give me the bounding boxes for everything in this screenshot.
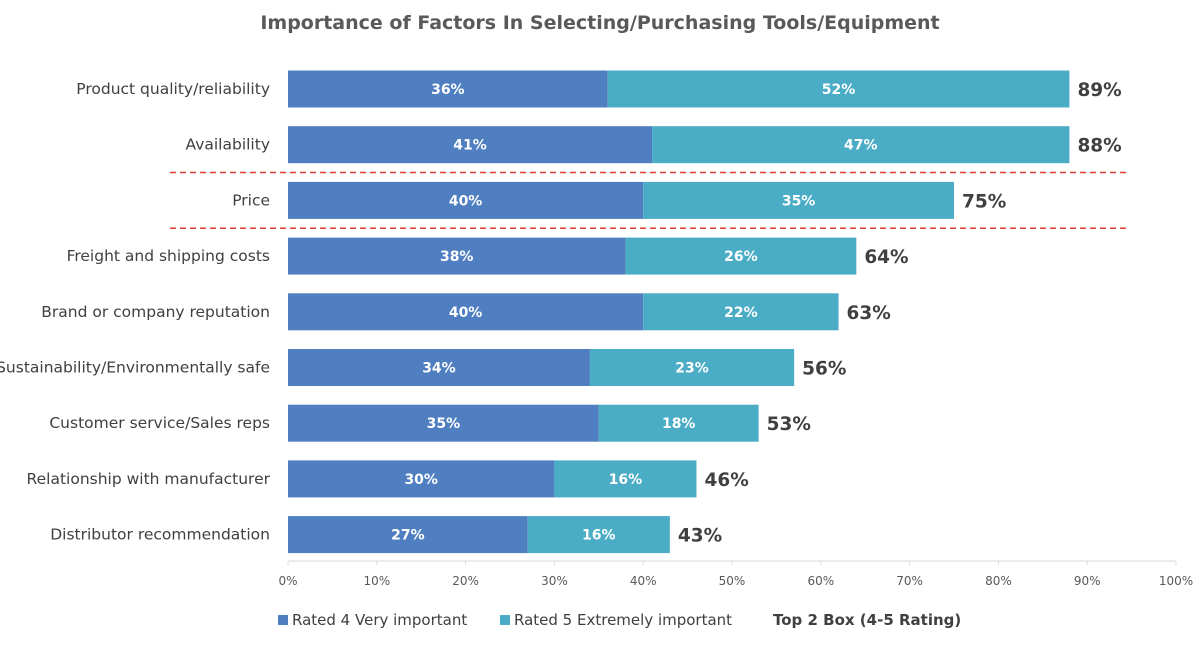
segment-value-label: 23%: [675, 361, 709, 377]
bar-segment: [607, 70, 1070, 108]
legend: Rated 4 Very important Rated 5 Extremely …: [278, 611, 961, 629]
bar-segment: [652, 126, 1070, 164]
segment-value-label: 35%: [427, 416, 461, 432]
segment-value-label: 22%: [724, 305, 758, 321]
x-tick-label: 70%: [896, 574, 923, 588]
total-value-label: 56%: [802, 359, 846, 380]
category-label: Customer service/Sales reps: [49, 414, 270, 432]
bar-segment: [554, 460, 697, 498]
category-label: Relationship with manufacturer: [27, 470, 271, 488]
total-value-label: 88%: [1077, 136, 1121, 157]
category-label: Sustainability/Environmentally safe: [0, 359, 270, 377]
legend-swatch: [278, 615, 288, 625]
segment-value-label: 41%: [453, 138, 487, 154]
segment-value-label: 26%: [724, 249, 758, 265]
total-value-label: 89%: [1077, 80, 1121, 101]
segment-value-label: 35%: [782, 193, 816, 209]
segment-value-label: 52%: [822, 82, 856, 98]
bar-segment: [288, 349, 590, 386]
chart-title: Importance of Factors In Selecting/Purch…: [260, 12, 940, 34]
bar-segment: [527, 516, 670, 554]
x-tick-label: 10%: [363, 574, 390, 588]
bar-segment: [589, 349, 795, 386]
bar-segment: [288, 404, 599, 442]
segment-value-label: 16%: [609, 472, 643, 488]
segment-value-label: 40%: [449, 193, 483, 209]
x-tick-label: 50%: [719, 574, 746, 588]
bar-segment: [625, 237, 857, 275]
bar-segment: [643, 293, 839, 331]
category-label: Price: [232, 191, 270, 209]
segment-value-label: 27%: [391, 528, 425, 544]
segment-value-label: 36%: [431, 82, 465, 98]
segment-value-label: 40%: [449, 305, 483, 321]
bar-segment: [288, 516, 528, 554]
bar-segment: [288, 126, 653, 164]
segment-value-label: 38%: [440, 249, 474, 265]
category-label: Product quality/reliability: [76, 80, 270, 98]
x-tick-label: 30%: [541, 574, 568, 588]
segment-value-label: 34%: [422, 361, 456, 377]
total-value-label: 46%: [704, 470, 748, 491]
bar-segment: [598, 404, 759, 442]
total-value-label: 75%: [962, 191, 1006, 212]
category-label: Distributor recommendation: [50, 526, 270, 544]
category-label: Availability: [186, 136, 271, 154]
bar-segment: [288, 237, 626, 275]
legend-label: Rated 5 Extremely important: [514, 611, 732, 629]
total-value-label: 64%: [864, 247, 908, 268]
total-value-label: 43%: [678, 526, 722, 547]
x-tick-label: 100%: [1159, 574, 1193, 588]
x-tick-label: 20%: [452, 574, 479, 588]
category-label: Brand or company reputation: [41, 303, 270, 321]
x-tick-label: 40%: [630, 574, 657, 588]
segment-value-label: 16%: [582, 528, 616, 544]
category-label: Freight and shipping costs: [67, 247, 270, 265]
x-axis: 0% 10% 20% 30% 40% 50% 60% 70% 80% 90% 100%: [278, 560, 1193, 588]
x-tick-label: 0%: [278, 574, 297, 588]
legend-label: Rated 4 Very important: [292, 611, 467, 629]
segment-value-label: 30%: [404, 472, 438, 488]
segment-value-label: 18%: [662, 416, 696, 432]
bars-layer: Product quality/reliability 36% 52% 89% Avai…: [0, 70, 1128, 554]
x-tick-label: 90%: [1074, 574, 1101, 588]
segment-value-label: 47%: [844, 138, 878, 154]
bar-segment: [288, 70, 608, 108]
x-tick-label: 60%: [807, 574, 834, 588]
legend-swatch: [500, 615, 510, 625]
total-value-label: 53%: [767, 414, 811, 435]
total-value-label: 63%: [847, 303, 891, 324]
bar-segment: [288, 460, 555, 498]
bar-segment: [288, 293, 644, 331]
bar-segment: [643, 181, 954, 219]
x-tick-label: 80%: [985, 574, 1012, 588]
bar-segment: [288, 181, 644, 219]
legend-label-totals: Top 2 Box (4-5 Rating): [773, 611, 961, 629]
